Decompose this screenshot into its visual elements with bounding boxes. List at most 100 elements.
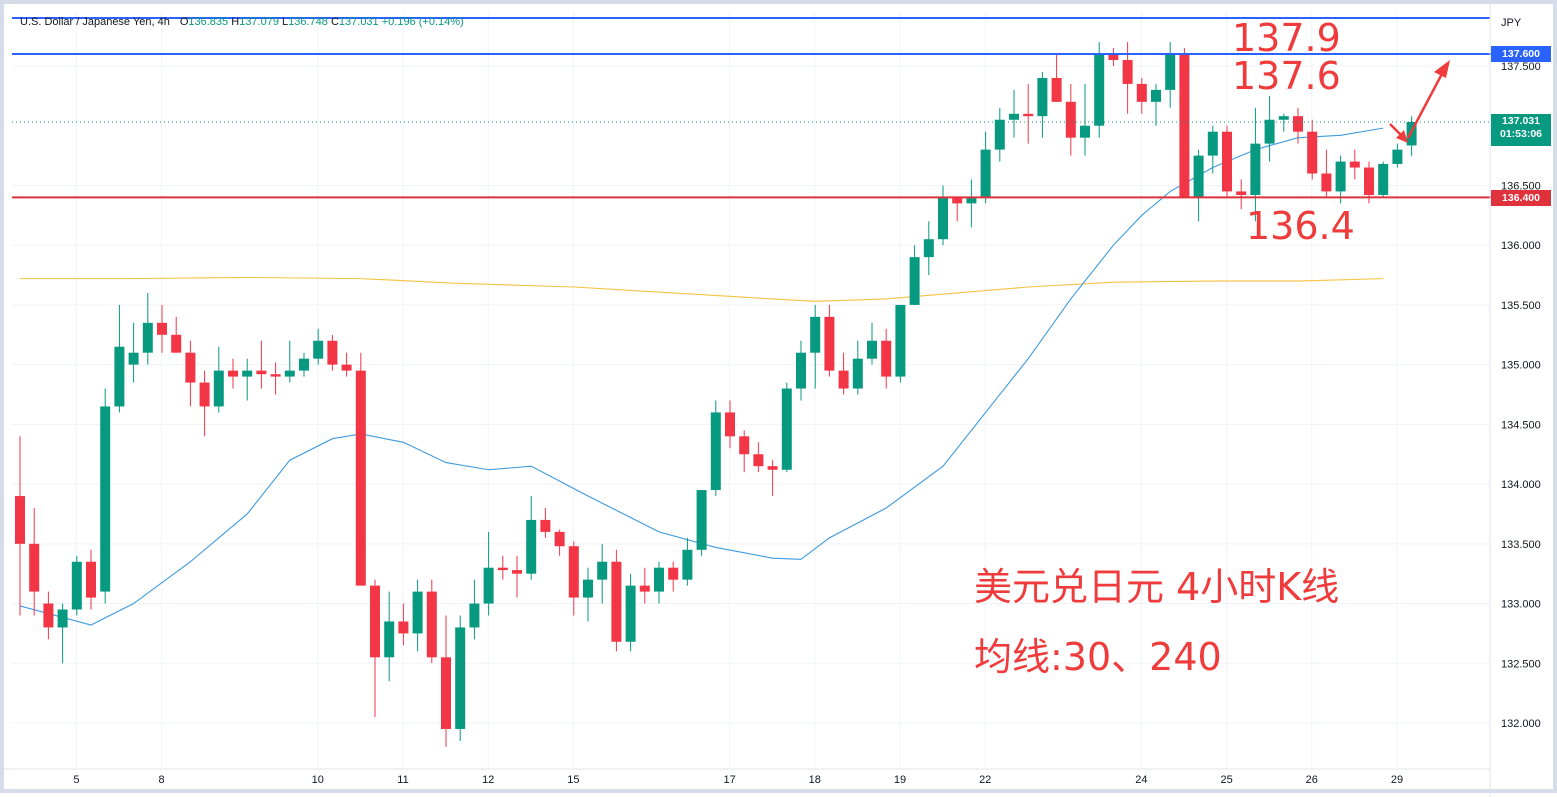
candle-body [1264,119,1275,144]
y-tick-label: 137.500 [1501,61,1541,73]
x-tick-label: 15 [567,774,579,786]
candle-body [71,561,82,610]
candle-body [1293,116,1303,132]
candle-body [1207,131,1218,156]
ohlc-values: O136.835 H137.079 L136.748 C137.031 +0.1… [180,16,464,28]
candle-body [1222,131,1232,192]
support-price-label: 136.400 [1491,190,1551,206]
candle-body [1193,155,1204,198]
candle-body [767,466,778,470]
candle-body [838,370,849,389]
candle-body [1179,54,1190,198]
ma240-line [20,276,1384,302]
candle-body [824,316,835,371]
x-tick-label: 26 [1306,774,1318,786]
ma30-line [19,127,1384,626]
candle-body [270,374,281,377]
candle-body [1094,54,1105,126]
candle-body [994,119,1005,150]
candle-body [199,382,210,407]
candle-body [696,490,707,550]
candle-body [242,370,253,377]
candle-body [980,149,991,198]
candle-body [43,603,54,628]
candle-body [313,340,324,359]
candle-body [1364,167,1374,196]
close-label: C [330,16,339,28]
y-tick-label: 132.000 [1501,718,1541,730]
candle-body [185,352,196,383]
candle-body [327,340,338,365]
candle-body [57,609,68,628]
candle-body [469,603,480,628]
y-tick-label: 133.500 [1501,539,1541,551]
candle-body [142,322,153,353]
candle-body [157,322,167,335]
change-value: +0.196 (+0.14%) [381,16,464,28]
x-tick-label: 19 [894,774,906,786]
x-tick-label: 25 [1220,774,1232,786]
candle-body [29,543,40,592]
low-value: 136.748 [288,16,328,28]
axes: 132.000 132.500 133.000 133.500 134.000 134.5… [4,4,1541,797]
y-tick-label: 133.000 [1501,599,1541,611]
y-tick-label: 136.500 [1501,180,1541,192]
candle-body [739,436,750,455]
candle-body [938,197,948,240]
symbol-title[interactable]: U.S. Dollar / Japanese Yen, 4h [20,16,170,28]
candle-body [299,358,309,371]
candle-body [668,567,679,580]
candle-body [171,334,182,353]
candle-body [895,304,906,377]
candle-body [753,454,764,467]
grid [12,12,1490,769]
candle-body [455,627,466,729]
annotation-level-low: 136.4 [1246,204,1355,248]
candle-body [512,570,522,574]
candle-body [810,316,821,353]
annotation-arrows [1389,60,1450,143]
x-tick-label: 10 [312,774,324,786]
candle-body [412,591,423,634]
candle-body [1250,143,1261,196]
candle-body [1307,131,1318,174]
candle-body [1009,113,1019,120]
candle-body [952,197,963,204]
y-tick-label: 132.500 [1501,658,1541,670]
candle-body [100,406,111,592]
candle-body [1236,191,1247,196]
candle-body [867,340,877,359]
high-value: 137.079 [239,16,279,28]
candle-body [341,364,352,371]
ma240-polyline [20,276,1384,302]
candle-body [1349,161,1360,168]
candle-body [1080,125,1090,138]
y-tick-label: 134.500 [1501,419,1541,431]
bar-countdown: 01:53:06 [1499,128,1543,140]
low-label: L [282,16,289,28]
candle-body [1165,54,1176,90]
candle-body [654,567,664,592]
x-tick-label: 12 [482,774,494,786]
price-levels [12,17,1550,199]
y-tick-label: 136.000 [1501,240,1541,252]
x-tick-label: 5 [73,774,79,786]
open-label: O [179,16,189,28]
candlestick-chart[interactable]: 132.000 132.500 133.000 133.500 134.000 134.5… [4,4,1557,797]
candle-body [725,412,735,437]
annotation-level-top: 137.9 [1232,16,1341,60]
candle-body [114,346,125,407]
candle-body [554,531,565,547]
candle-body [1378,163,1389,196]
currency-label[interactable]: JPY [1501,17,1522,29]
ma30-polyline [19,127,1384,626]
high-label: H [231,16,240,28]
candle-body [781,388,792,470]
x-tick-label: 24 [1135,774,1147,786]
candle-body [497,567,508,571]
open-value: 136.835 [188,16,229,28]
x-tick-label: 8 [159,774,165,786]
candle-body [1278,116,1289,120]
candle-body [15,496,25,544]
current-price-label: 137.031 01:53:06 [1491,114,1551,146]
